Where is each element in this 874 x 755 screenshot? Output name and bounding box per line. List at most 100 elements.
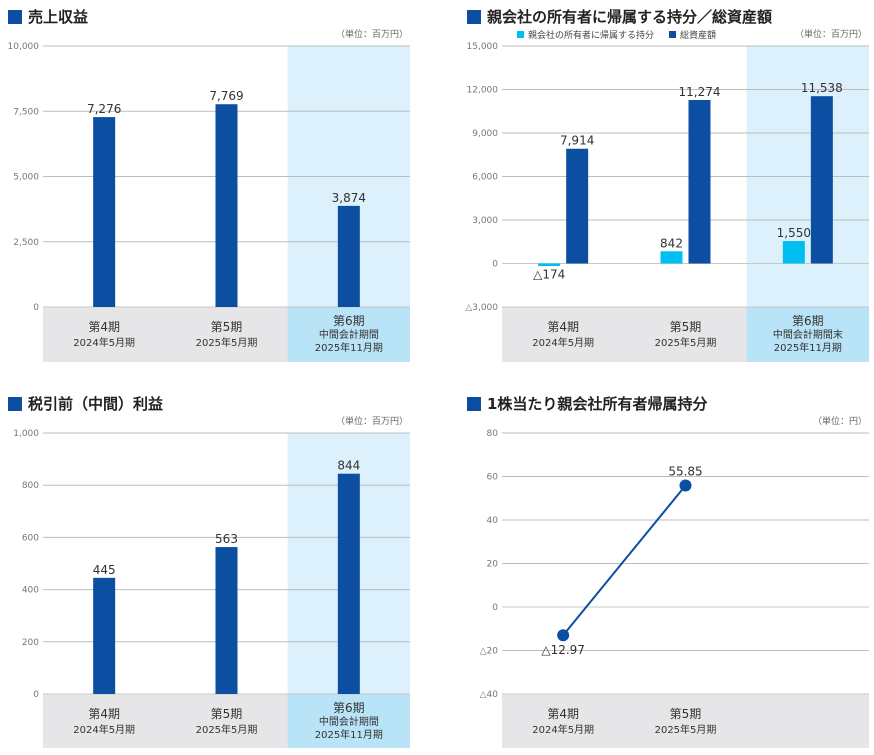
x-category-label: 第5期 bbox=[670, 707, 702, 721]
y-tick-label: 12,000 bbox=[467, 86, 499, 96]
bar bbox=[337, 473, 360, 694]
y-tick-label: 40 bbox=[487, 516, 499, 526]
series-line bbox=[562, 484, 687, 636]
y-tick-label: 200 bbox=[22, 638, 39, 648]
y-tick-label: 5,000 bbox=[13, 173, 39, 183]
data-label: △174 bbox=[533, 268, 565, 282]
x-category-label: 2024年5月期 bbox=[73, 723, 135, 736]
x-category-label: 2025年5月期 bbox=[196, 723, 258, 736]
y-tick-label: 400 bbox=[22, 586, 39, 596]
data-point bbox=[557, 629, 570, 642]
bar bbox=[93, 577, 116, 694]
y-tick-label: 10,000 bbox=[8, 42, 40, 52]
x-category-label: 2024年5月期 bbox=[532, 336, 594, 349]
bar bbox=[215, 104, 238, 308]
bar bbox=[782, 241, 805, 264]
bar bbox=[688, 100, 711, 264]
y-tick-label: △40 bbox=[480, 690, 499, 700]
y-tick-label: 0 bbox=[492, 603, 498, 613]
title-square-icon bbox=[8, 396, 22, 411]
y-tick-label: 1,000 bbox=[13, 429, 39, 439]
chart-title-bps: 1株当たり親会社所有者帰属持分 bbox=[467, 393, 707, 414]
x-category-label: 第4期 bbox=[88, 707, 120, 721]
category-band bbox=[502, 694, 869, 748]
y-tick-label: 9,000 bbox=[472, 129, 498, 139]
x-category-label: 第4期 bbox=[547, 320, 579, 334]
y-tick-label: 800 bbox=[22, 481, 39, 491]
y-tick-label: 60 bbox=[487, 473, 499, 483]
x-category-label: 中間会計期間末 bbox=[773, 328, 843, 341]
y-tick-label: 7,500 bbox=[13, 107, 39, 117]
unit-label: （単位：百万円） bbox=[336, 28, 408, 40]
y-tick-label: 0 bbox=[33, 690, 39, 700]
y-tick-label: 20 bbox=[487, 560, 499, 570]
legend-label: 親会社の所有者に帰属する持分 bbox=[528, 29, 654, 41]
x-category-label: 第5期 bbox=[211, 707, 243, 721]
title-text: 1株当たり親会社所有者帰属持分 bbox=[487, 395, 708, 413]
data-label: 11,538 bbox=[801, 81, 843, 95]
data-label: 7,769 bbox=[209, 89, 243, 103]
y-tick-label: 3,000 bbox=[472, 216, 498, 226]
y-tick-label: 2,500 bbox=[13, 238, 39, 248]
x-category-label: 第5期 bbox=[670, 320, 702, 334]
title-text: 親会社の所有者に帰属する持分／総資産額 bbox=[487, 8, 773, 26]
data-label: 563 bbox=[215, 532, 238, 546]
unit-label: （単位：百万円） bbox=[795, 28, 867, 40]
x-category-label: 第6期 bbox=[333, 701, 365, 715]
chart-title-equity-assets: 親会社の所有者に帰属する持分／総資産額 bbox=[467, 6, 772, 27]
data-point bbox=[679, 479, 692, 492]
data-label: 844 bbox=[337, 459, 360, 473]
data-label: △12.97 bbox=[541, 643, 585, 657]
highlight-category-band bbox=[746, 307, 869, 362]
highlight-category-band bbox=[287, 307, 410, 362]
x-category-label: 2025年5月期 bbox=[655, 336, 717, 349]
highlight-category-band bbox=[287, 694, 410, 748]
x-category-label: 2025年5月期 bbox=[655, 723, 717, 736]
legend-swatch bbox=[669, 31, 676, 38]
x-category-label: 2025年11月期 bbox=[774, 341, 842, 354]
legend-swatch bbox=[517, 31, 524, 38]
unit-label: （単位：円） bbox=[813, 415, 867, 427]
title-text: 売上収益 bbox=[28, 8, 89, 26]
data-label: 1,550 bbox=[777, 226, 811, 240]
bar bbox=[566, 148, 589, 264]
y-tick-label: 600 bbox=[22, 533, 39, 543]
y-tick-label: 0 bbox=[492, 260, 498, 270]
data-label: 7,276 bbox=[87, 102, 121, 116]
x-category-label: 第4期 bbox=[88, 320, 120, 334]
x-category-label: 第5期 bbox=[211, 320, 243, 334]
bar bbox=[810, 96, 833, 264]
y-tick-label: 15,000 bbox=[467, 42, 499, 52]
y-tick-label: 80 bbox=[487, 429, 499, 439]
title-text: 税引前（中間）利益 bbox=[28, 395, 164, 413]
title-square-icon bbox=[467, 9, 481, 24]
x-category-label: 中間会計期間 bbox=[319, 715, 379, 728]
bar bbox=[538, 263, 561, 267]
title-square-icon bbox=[8, 9, 22, 24]
data-label: 11,274 bbox=[679, 85, 721, 99]
data-label: 3,874 bbox=[332, 191, 366, 205]
chart-title-revenue: 売上収益 bbox=[8, 6, 88, 27]
bar bbox=[215, 547, 238, 694]
x-category-label: 2025年11月期 bbox=[315, 728, 383, 741]
y-tick-label: △20 bbox=[480, 647, 499, 657]
chart-title-pretax-profit: 税引前（中間）利益 bbox=[8, 393, 163, 414]
x-category-label: 第4期 bbox=[547, 707, 579, 721]
x-category-label: 2025年5月期 bbox=[196, 336, 258, 349]
y-tick-label: 6,000 bbox=[472, 173, 498, 183]
data-label: 55.85 bbox=[668, 465, 702, 479]
x-category-label: 第6期 bbox=[792, 314, 824, 328]
y-tick-label: 0 bbox=[33, 303, 39, 313]
bar bbox=[93, 117, 116, 307]
title-square-icon bbox=[467, 396, 481, 411]
unit-label: （単位：百万円） bbox=[336, 415, 408, 427]
data-label: 7,914 bbox=[560, 134, 594, 148]
data-label: 445 bbox=[93, 563, 116, 577]
x-category-label: 2025年11月期 bbox=[315, 341, 383, 354]
legend-label: 総資産額 bbox=[680, 29, 716, 41]
x-category-label: 第6期 bbox=[333, 314, 365, 328]
bar bbox=[337, 205, 360, 307]
x-category-label: 中間会計期間 bbox=[319, 328, 379, 341]
y-tick-label: △3,000 bbox=[465, 303, 498, 313]
